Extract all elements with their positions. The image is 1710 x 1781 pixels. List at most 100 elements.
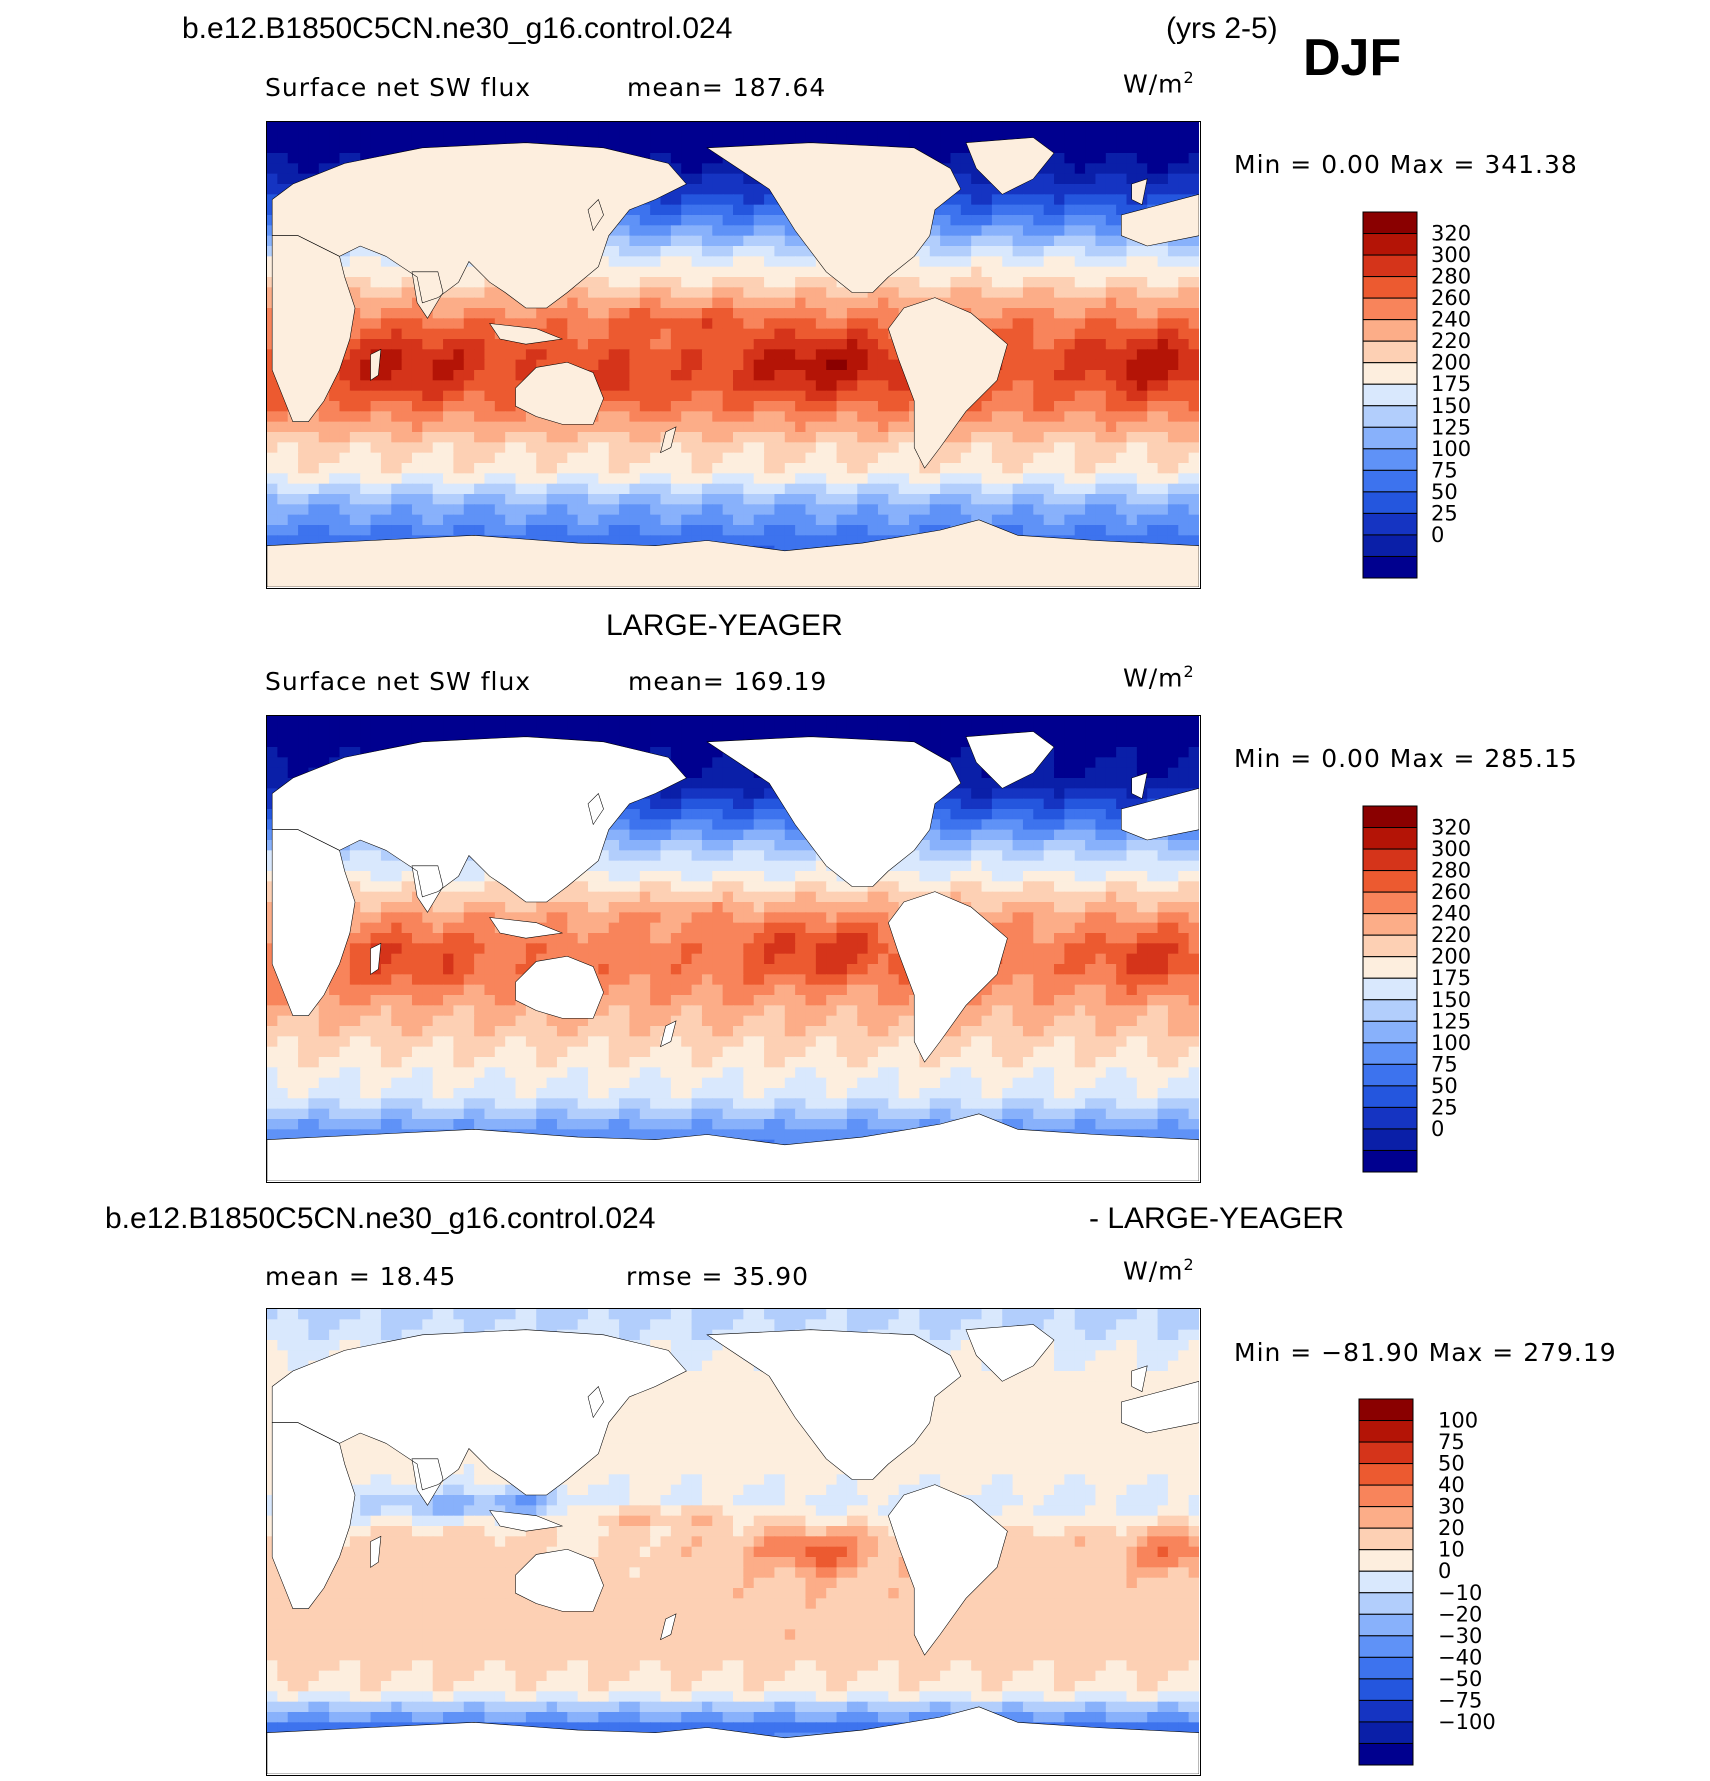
field-cell — [1167, 370, 1180, 382]
field-cell — [950, 514, 962, 526]
field-cell — [888, 390, 900, 402]
coastline-s-america — [888, 298, 1007, 468]
field-cell — [484, 328, 496, 340]
field-cell — [339, 525, 351, 537]
field-cell — [1147, 142, 1159, 154]
field-cell — [1022, 788, 1035, 800]
field-cell — [691, 194, 703, 206]
field-cell — [298, 494, 310, 506]
field-cell — [1126, 359, 1138, 371]
field-cell — [494, 380, 506, 392]
field-cell — [391, 142, 403, 154]
field-cell — [1085, 173, 1097, 185]
field-cell — [1147, 494, 1159, 506]
field-cell — [1157, 442, 1169, 454]
field-cell — [1188, 308, 1199, 320]
field-cell — [981, 494, 993, 506]
field-cell — [733, 266, 745, 278]
field-cell — [1012, 256, 1024, 268]
field-cell — [1178, 525, 1190, 537]
field-cell — [1085, 163, 1097, 175]
field-cell — [277, 726, 289, 738]
field-cell — [670, 401, 682, 413]
field-cell — [857, 132, 869, 144]
field-cell — [556, 349, 569, 361]
field-cell — [422, 380, 434, 392]
field-cell — [629, 287, 641, 299]
field-cell — [670, 442, 682, 454]
field-cell — [722, 122, 734, 134]
field-cell — [950, 163, 962, 175]
field-cell — [484, 483, 496, 495]
field-cell — [308, 535, 320, 547]
field-cell — [877, 726, 890, 738]
field-cell — [764, 328, 776, 340]
field-cell — [681, 204, 693, 216]
field-cell — [432, 494, 444, 506]
field-cell — [877, 432, 890, 444]
field-cell — [629, 349, 641, 361]
field-cell — [370, 421, 382, 433]
field-cell — [1012, 297, 1024, 309]
field-cell — [898, 297, 910, 309]
field-cell — [929, 716, 941, 728]
field-cell — [380, 514, 393, 526]
field-cell — [1116, 349, 1128, 361]
field-cell — [391, 132, 403, 144]
field-cell — [484, 349, 496, 361]
field-cell — [1116, 473, 1128, 485]
field-cell — [795, 349, 807, 361]
field-cell — [722, 370, 734, 382]
field-cell — [401, 328, 413, 340]
field-cell — [867, 359, 879, 371]
field-cell — [919, 494, 931, 506]
field-cell — [670, 757, 682, 769]
field-cell — [867, 370, 879, 382]
field-cell — [909, 504, 921, 516]
field-cell — [681, 318, 693, 330]
field-cell — [267, 504, 279, 516]
field-cell — [598, 473, 610, 485]
field-cell — [318, 494, 330, 506]
field-cell — [267, 163, 279, 175]
field-cell — [743, 132, 755, 144]
field-cell — [670, 204, 682, 216]
field-cell — [308, 432, 320, 444]
field-cell — [981, 432, 993, 444]
field-cell — [1188, 411, 1199, 423]
field-cell — [660, 349, 672, 361]
field-cell — [1043, 328, 1055, 340]
field-cell — [1054, 452, 1066, 464]
field-cell — [1022, 463, 1035, 475]
field-cell — [774, 370, 786, 382]
field-cell — [629, 204, 641, 216]
field-cell — [349, 390, 361, 402]
field-cell — [1064, 747, 1076, 759]
field-cell — [1105, 421, 1117, 433]
field-cell — [484, 287, 496, 299]
field-cell — [277, 483, 289, 495]
colorbar-box — [1362, 405, 1418, 428]
field-cell — [329, 483, 341, 495]
field-cell — [267, 370, 279, 382]
field-cell — [836, 411, 848, 423]
field-cell — [1043, 736, 1055, 748]
field-cell — [1043, 421, 1055, 433]
field-cell — [1157, 747, 1169, 759]
field-cell — [556, 535, 569, 547]
field-cell — [660, 339, 672, 351]
field-cell — [888, 359, 900, 371]
field-cell — [960, 788, 972, 800]
field-cell — [339, 483, 351, 495]
field-cell — [971, 246, 983, 258]
field-cell — [660, 736, 672, 748]
field-cell — [277, 122, 289, 134]
field-cell — [525, 318, 538, 330]
field-cell — [722, 266, 734, 278]
field-cell — [1043, 432, 1055, 444]
field-cell — [795, 132, 807, 144]
field-cell — [360, 246, 372, 258]
field-cell — [339, 370, 351, 382]
field-cell — [774, 514, 786, 526]
field-cell — [940, 122, 952, 134]
